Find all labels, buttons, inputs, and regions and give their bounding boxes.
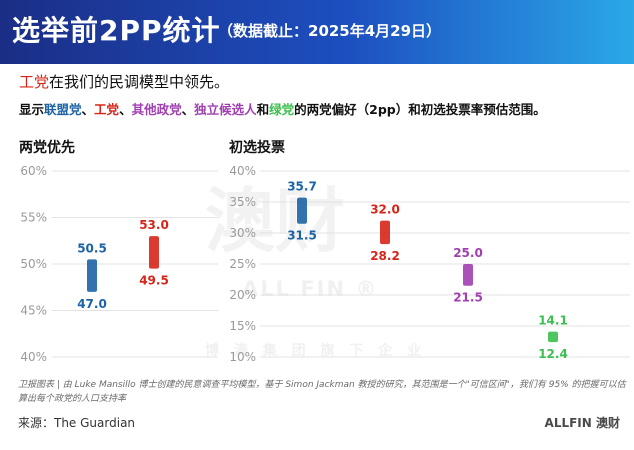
range-bar: [463, 264, 473, 286]
y-tick-label: 35%: [229, 195, 256, 209]
lead-party-independents: 独立候选人: [194, 102, 257, 117]
y-tick-label: 25%: [229, 257, 256, 271]
lead-text-pre: 显示: [19, 102, 45, 117]
chart-title-primary: 初选投票: [229, 140, 285, 156]
value-label-low: 31.5: [287, 229, 317, 243]
value-label-high: 50.5: [77, 241, 107, 255]
page-subtitle: （数据截止：2025年4月29日）: [218, 22, 442, 40]
value-label-low: 21.5: [453, 291, 483, 305]
source-credit: 来源：The Guardian: [18, 416, 136, 430]
y-tick-label: 60%: [20, 164, 47, 178]
y-tick-label: 30%: [229, 226, 256, 240]
value-label-high: 25.0: [453, 246, 483, 260]
value-label-high: 14.1: [538, 314, 568, 328]
lead-line-1: 工党在我们的民调模型中领先。: [19, 71, 229, 92]
lead-line-1-text: 在我们的民调模型中领先。: [49, 73, 230, 91]
range-bar: [297, 197, 307, 224]
header-banner: 选举前2PP统计 （数据截止：2025年4月29日）: [0, 0, 634, 64]
value-label-high: 53.0: [139, 218, 169, 232]
watermark-cn: 博 満 集 团 旗 下 企 业: [205, 343, 427, 359]
lead-sep: 、: [119, 102, 132, 117]
value-label-low: 49.5: [139, 274, 169, 288]
y-tick-label: 45%: [20, 304, 47, 318]
value-label-high: 32.0: [370, 203, 400, 217]
lead-line-2: 显示联盟党、工党、其他政党、独立候选人和绿党的两党偏好（2pp）和初选投票率预估…: [19, 99, 546, 118]
y-tick-label: 40%: [20, 350, 47, 364]
lead-party-others: 其他政党: [131, 102, 182, 117]
value-label-low: 28.2: [370, 249, 400, 263]
y-tick-label: 40%: [229, 164, 256, 178]
brand-logo: ALLFIN 澳财: [544, 416, 620, 430]
lead-text-and: 和: [256, 102, 270, 117]
chart-title-2pp: 两党优先: [19, 140, 75, 156]
y-tick-label: 55%: [20, 211, 47, 225]
range-bar: [548, 331, 558, 343]
lead-party-labor: 工党: [19, 73, 50, 91]
page-title: 选举前2PP统计: [12, 14, 221, 47]
lead-text-post: 的两党偏好（2pp）和初选投票率预估范围。: [294, 102, 546, 117]
footnote: 卫报图表 | 由 Luke Mansillo 博士创建的民意调查平均模型，基于 …: [18, 380, 626, 404]
watermark-en: ALL FIN ®: [242, 277, 379, 301]
y-tick-label: 10%: [229, 350, 256, 364]
range-bar: [149, 236, 159, 269]
chart-area: 60% 55% 50% 45% 40% 50.5 47.0 53.0 49.5 40% 35% 30%…: [20, 164, 630, 364]
y-tick-label: 20%: [229, 288, 256, 302]
lead-sep: 、: [81, 102, 95, 117]
y-tick-label: 50%: [20, 257, 47, 271]
lead-sep: 、: [181, 102, 195, 117]
value-label-low: 47.0: [77, 297, 107, 311]
range-bar: [380, 220, 390, 245]
watermark-logo: 澳财: [205, 180, 345, 262]
lead-party-coalition: 联盟党: [44, 102, 82, 117]
range-bar: [87, 259, 97, 292]
lead-party-greens: 绿党: [269, 102, 295, 117]
lead-party-labor-2: 工党: [94, 102, 120, 117]
y-tick-label: 15%: [229, 319, 256, 333]
value-label-high: 35.7: [287, 180, 317, 194]
value-label-low: 12.4: [538, 347, 568, 361]
